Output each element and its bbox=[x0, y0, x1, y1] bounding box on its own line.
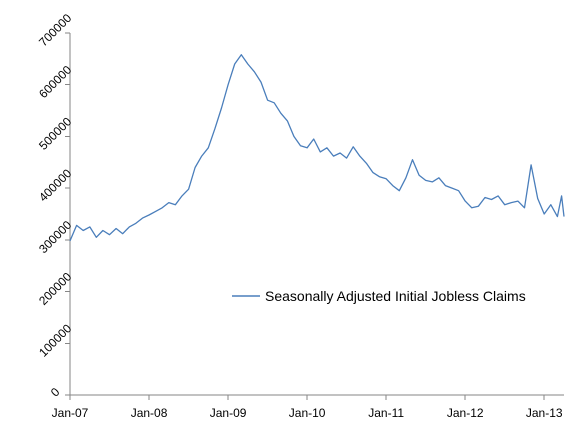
x-tick-label: Jan-10 bbox=[289, 406, 326, 420]
series-line bbox=[69, 54, 565, 242]
y-tick-label: 600000 bbox=[36, 63, 74, 101]
legend-label: Seasonally Adjusted Initial Jobless Clai… bbox=[265, 288, 526, 304]
y-tick-label: 300000 bbox=[36, 218, 74, 256]
y-tick-label: 200000 bbox=[36, 269, 74, 307]
y-tick-label: 100000 bbox=[36, 321, 74, 359]
x-tick-label: Jan-12 bbox=[447, 406, 484, 420]
y-axis: 0 100000 200000 300000 400000 500000 600000 700… bbox=[36, 11, 74, 400]
x-tick-label: Jan-07 bbox=[52, 406, 89, 420]
series-layer bbox=[69, 54, 565, 242]
x-axis: Jan-07 Jan-08 Jan-09 Jan-10 Jan-11 Jan-12 Jan-… bbox=[52, 394, 564, 420]
x-tick-label: Jan-11 bbox=[368, 406, 404, 420]
y-tick-label: 400000 bbox=[36, 166, 74, 204]
y-tick-label: 0 bbox=[48, 385, 63, 400]
y-tick-label: 700000 bbox=[36, 11, 74, 49]
legend: Seasonally Adjusted Initial Jobless Clai… bbox=[232, 288, 526, 304]
x-tick-label: Jan-13 bbox=[526, 406, 563, 420]
y-tick-label: 500000 bbox=[36, 114, 74, 152]
x-tick-label: Jan-09 bbox=[210, 406, 247, 420]
x-tick-label: Jan-08 bbox=[131, 406, 168, 420]
